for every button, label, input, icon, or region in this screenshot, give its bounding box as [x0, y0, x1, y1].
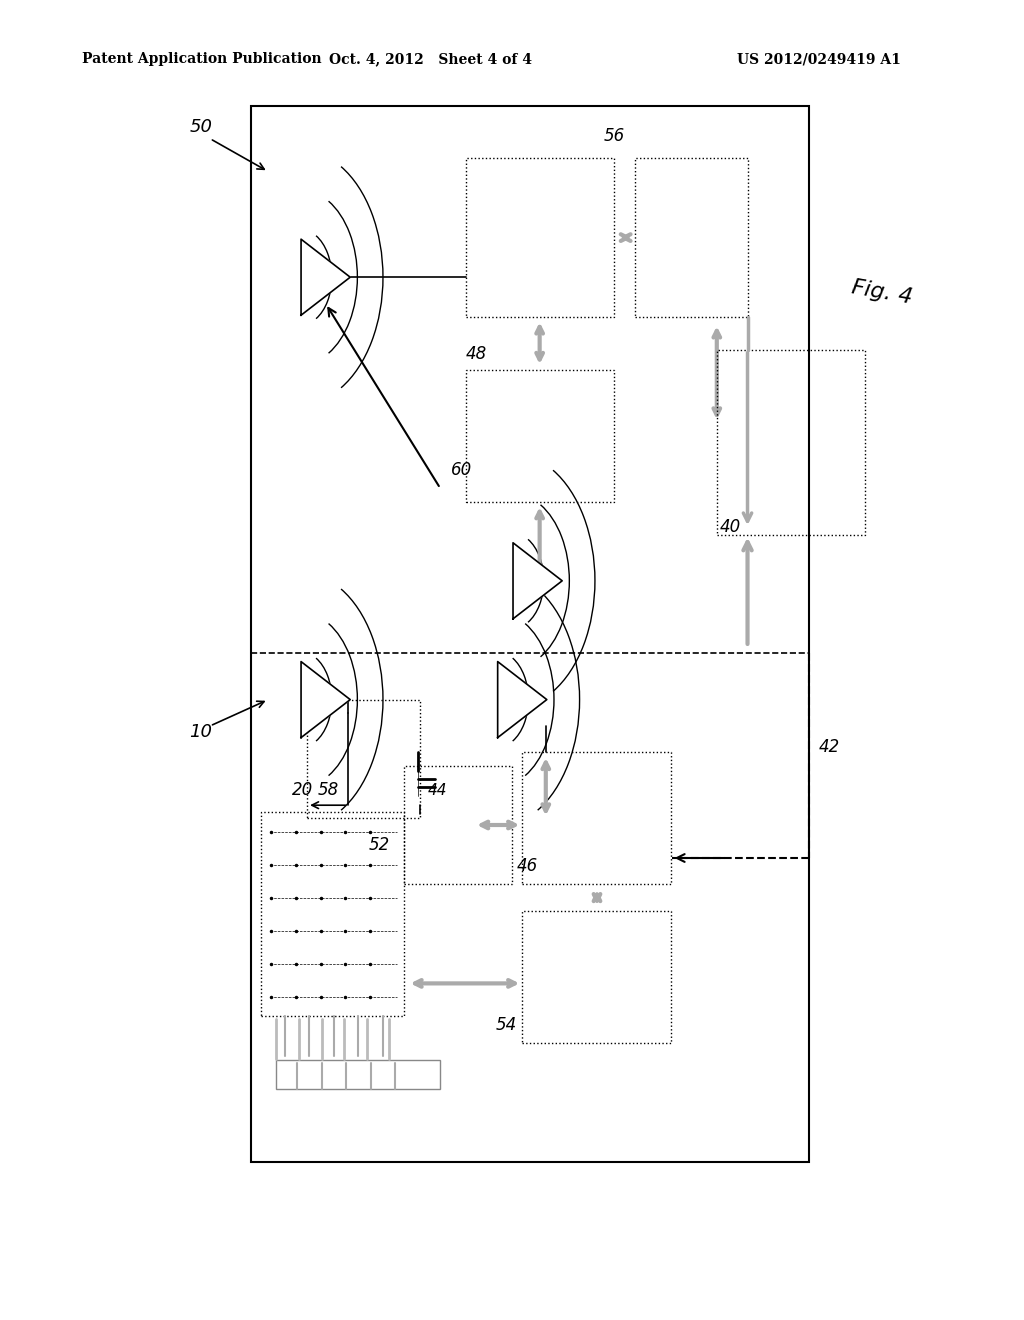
- Text: 46: 46: [517, 857, 539, 875]
- Text: 52: 52: [369, 836, 390, 854]
- Polygon shape: [301, 239, 350, 315]
- Text: US 2012/0249419 A1: US 2012/0249419 A1: [737, 53, 901, 66]
- Text: Oct. 4, 2012   Sheet 4 of 4: Oct. 4, 2012 Sheet 4 of 4: [329, 53, 531, 66]
- Text: 20: 20: [292, 780, 313, 799]
- Bar: [261, 812, 404, 1016]
- Polygon shape: [498, 661, 547, 738]
- Bar: [307, 700, 420, 818]
- Bar: [635, 158, 748, 317]
- Bar: [717, 350, 865, 535]
- Text: 42: 42: [819, 738, 841, 756]
- Text: 10: 10: [189, 722, 212, 741]
- Text: 44: 44: [428, 783, 447, 797]
- Bar: [251, 106, 809, 1162]
- Text: 50: 50: [189, 117, 212, 136]
- Bar: [404, 766, 512, 884]
- Text: 48: 48: [466, 345, 487, 363]
- Text: 40: 40: [720, 517, 741, 536]
- Text: 54: 54: [496, 1015, 517, 1034]
- Bar: [522, 752, 671, 884]
- Text: 56: 56: [604, 127, 626, 145]
- Bar: [466, 158, 614, 317]
- Text: 58: 58: [317, 780, 339, 799]
- Text: Fig. 4: Fig. 4: [850, 277, 913, 308]
- Polygon shape: [301, 661, 350, 738]
- Text: 60: 60: [451, 461, 472, 479]
- Text: Patent Application Publication: Patent Application Publication: [82, 53, 322, 66]
- Polygon shape: [513, 543, 562, 619]
- Bar: [522, 911, 671, 1043]
- Bar: [276, 1060, 440, 1089]
- Bar: [466, 370, 614, 502]
